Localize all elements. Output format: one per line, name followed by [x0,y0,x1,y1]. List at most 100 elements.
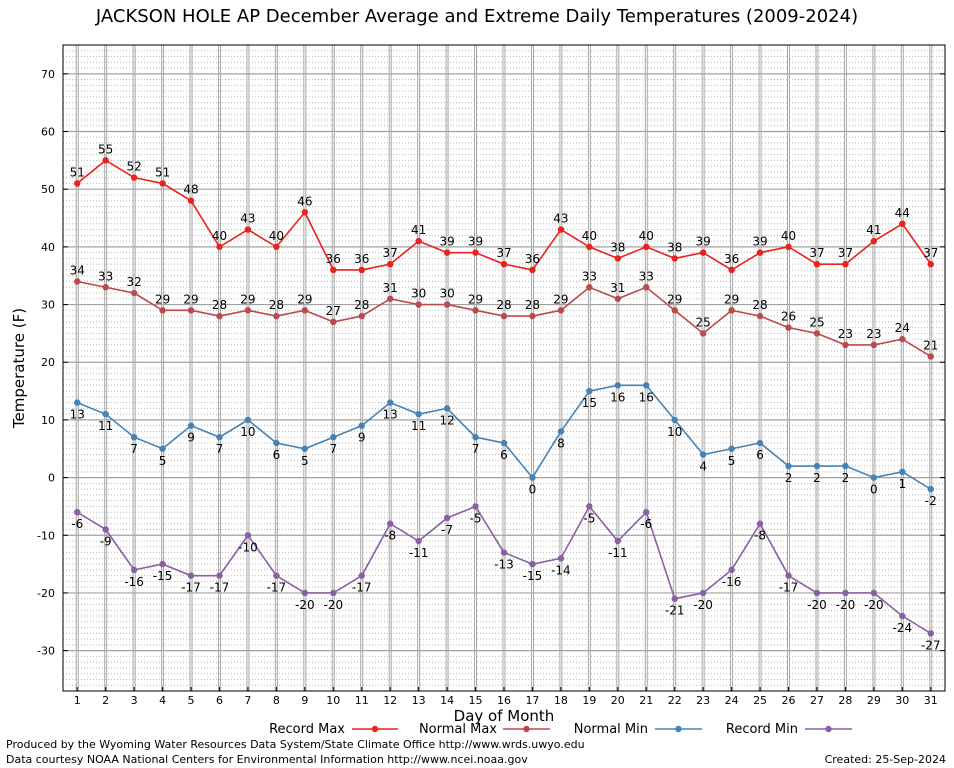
legend-marker-normal-max [523,725,530,733]
data-label-record-max: 41 [866,223,881,237]
data-label-normal-min: 6 [756,448,764,462]
legend-marker-record-min [825,725,832,733]
data-label-record-min: -11 [409,546,429,560]
data-point-record-max [330,266,337,274]
data-point-record-min [102,526,109,533]
x-tick-label: 30 [895,694,909,707]
data-point-normal-max [273,312,280,320]
data-point-record-min [643,508,650,516]
data-point-record-min [415,537,422,545]
x-tick-label: 27 [810,694,824,707]
data-point-normal-min [557,428,565,435]
legend-marker-normal-min [675,725,682,733]
data-label-record-max: 43 [553,212,568,226]
data-point-normal-min [443,405,451,412]
data-point-normal-min [273,439,280,447]
x-tick-label: 6 [216,694,223,707]
data-point-normal-min [358,422,365,429]
data-label-record-max: 37 [809,246,824,260]
x-tick-label: 8 [273,694,280,707]
y-tick-label: 70 [41,68,55,81]
data-point-record-max [415,237,422,245]
data-point-record-min [301,589,309,597]
data-point-normal-max [244,307,252,314]
y-axis-label: Temperature (F) [10,308,28,429]
data-point-record-min [273,572,280,579]
data-label-normal-max: 24 [895,321,910,335]
data-label-normal-min: 5 [301,454,309,468]
data-point-record-max [386,260,394,268]
data-point-normal-max [614,295,622,302]
data-point-record-max [130,174,138,181]
data-label-normal-max: 31 [383,281,398,295]
data-point-normal-min [756,439,764,447]
data-point-normal-min [927,485,934,493]
data-label-normal-min: 7 [472,442,480,456]
y-tick-label: 50 [41,183,55,196]
data-point-record-min [842,589,849,597]
data-point-normal-max [500,312,508,320]
data-label-record-max: 37 [838,246,853,260]
data-label-record-min: -6 [640,517,652,531]
data-point-normal-max [472,307,479,314]
x-tick-label: 14 [440,694,454,707]
data-point-record-min [443,514,451,522]
data-point-record-min [386,520,394,527]
data-point-record-max [813,260,821,268]
data-point-normal-max [330,318,337,326]
data-point-record-max [301,209,309,216]
data-label-record-min: -17 [267,581,287,595]
legend-label-normal-min: Normal Min [574,722,648,737]
data-label-record-max: 39 [439,235,454,249]
data-label-record-min: -7 [441,523,453,537]
x-tick-label: 19 [582,694,596,707]
data-label-normal-min: 16 [610,390,625,404]
x-tick-label: 17 [525,694,539,707]
data-label-record-min: -20 [807,598,827,612]
data-point-normal-max [728,307,735,314]
data-label-record-min: -21 [665,604,685,618]
data-label-record-min: -11 [608,546,628,560]
data-label-record-min: -9 [100,535,112,549]
data-point-record-max [74,180,81,187]
data-point-normal-max [415,301,422,308]
legend-label-normal-max: Normal Max [419,722,497,737]
data-point-record-min [813,589,821,597]
data-point-normal-max [927,353,934,360]
data-label-record-min: -10 [238,540,258,554]
data-label-record-min: -16 [722,575,742,589]
data-label-record-min: -5 [470,511,482,525]
data-label-normal-min: 8 [557,436,565,450]
data-label-record-max: 41 [411,223,426,237]
data-label-normal-min: 4 [699,460,707,474]
data-point-normal-max [756,312,764,320]
data-point-record-min [557,555,565,562]
data-label-normal-max: 28 [525,298,540,312]
data-point-normal-min [728,445,735,452]
data-label-record-max: 43 [240,212,255,226]
data-label-record-max: 36 [354,252,369,266]
data-point-normal-max [586,284,593,291]
data-label-record-max: 40 [212,229,227,243]
data-point-normal-max [643,284,650,291]
data-label-normal-max: 33 [639,269,654,283]
data-label-normal-max: 23 [838,327,853,341]
data-label-record-max: 46 [297,194,312,208]
data-point-record-max [187,197,195,204]
data-label-normal-max: 29 [183,292,198,306]
data-point-normal-min [130,434,138,441]
data-label-record-max: 51 [155,165,170,179]
data-point-normal-min [842,462,849,470]
data-label-record-min: -14 [551,563,571,577]
x-tick-label: 31 [924,694,938,707]
data-label-record-max: 39 [468,235,483,249]
data-point-record-max [614,255,622,262]
data-label-normal-min: 13 [383,408,398,422]
data-point-normal-min [330,434,337,441]
data-label-record-max: 37 [923,246,938,260]
data-label-normal-min: 5 [159,454,167,468]
data-label-normal-min: 12 [439,413,454,427]
data-point-normal-max [130,289,138,297]
data-label-normal-max: 33 [98,269,113,283]
